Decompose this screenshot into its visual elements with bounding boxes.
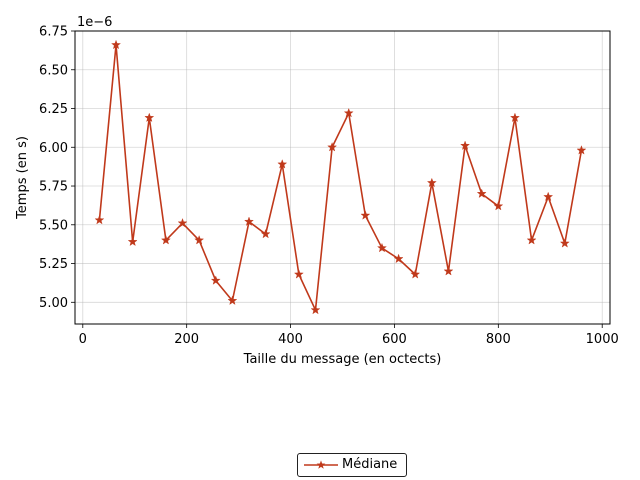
data-point-star xyxy=(127,236,138,247)
data-point-star xyxy=(476,188,487,198)
data-point-star xyxy=(310,304,321,315)
y-tick-label: 5.00 xyxy=(39,296,68,311)
x-tick-label: 0 xyxy=(79,332,87,347)
data-point-star xyxy=(327,142,338,152)
data-point-star xyxy=(543,191,554,202)
x-tick-label: 600 xyxy=(382,332,407,347)
data-point-star xyxy=(576,145,587,155)
y-tick-label: 5.75 xyxy=(39,180,68,195)
x-tick-label: 1000 xyxy=(586,332,619,347)
legend-label: Médiane xyxy=(342,457,398,472)
data-point-star xyxy=(393,253,404,264)
data-point-star xyxy=(210,275,221,285)
data-point-star xyxy=(111,39,121,50)
y-tick-label: 6.75 xyxy=(39,25,68,40)
data-point-star xyxy=(510,112,520,123)
data-point-star xyxy=(460,140,471,150)
plot-area-frame xyxy=(74,30,611,325)
legend: Médiane xyxy=(297,453,407,477)
data-point-star xyxy=(377,242,387,253)
legend-swatch-icon xyxy=(304,460,338,469)
y-tick-label: 5.50 xyxy=(39,218,68,233)
data-point-star xyxy=(493,200,504,211)
data-point-star xyxy=(526,235,537,245)
data-point-star xyxy=(177,218,188,228)
y-tick-label: 6.50 xyxy=(39,63,68,78)
data-point-star xyxy=(227,295,238,305)
y-axis-offset-text: 1e−6 xyxy=(77,15,112,30)
data-point-star xyxy=(410,269,421,279)
data-series xyxy=(94,39,587,315)
data-point-star xyxy=(293,269,304,279)
y-tick-label: 6.25 xyxy=(39,102,68,117)
data-point-star xyxy=(559,238,570,248)
x-tick-label: 400 xyxy=(278,332,303,347)
data-point-star xyxy=(94,214,105,225)
series-line xyxy=(98,44,583,311)
y-tick-label: 6.00 xyxy=(39,141,68,156)
y-tick-label: 5.25 xyxy=(39,257,68,272)
data-point-star xyxy=(360,210,371,220)
data-point-star xyxy=(260,228,271,239)
data-point-star xyxy=(160,235,171,245)
x-tick-label: 200 xyxy=(174,332,199,347)
data-point-star xyxy=(144,112,155,123)
axis-ticks: 0 200 400 600 800 1000 5.00 5.25 5.50 5.75 6.00 6.2… xyxy=(39,25,619,348)
y-axis-label: Temps (en s) xyxy=(15,136,30,220)
data-point-star xyxy=(443,266,454,276)
data-point-star xyxy=(194,235,205,245)
x-tick-label: 800 xyxy=(486,332,511,347)
data-point-star xyxy=(426,177,437,188)
data-point-star xyxy=(343,107,354,118)
x-axis-label: Taille du message (en octects) xyxy=(243,352,442,367)
data-point-star xyxy=(244,216,254,226)
data-point-star xyxy=(277,159,288,169)
